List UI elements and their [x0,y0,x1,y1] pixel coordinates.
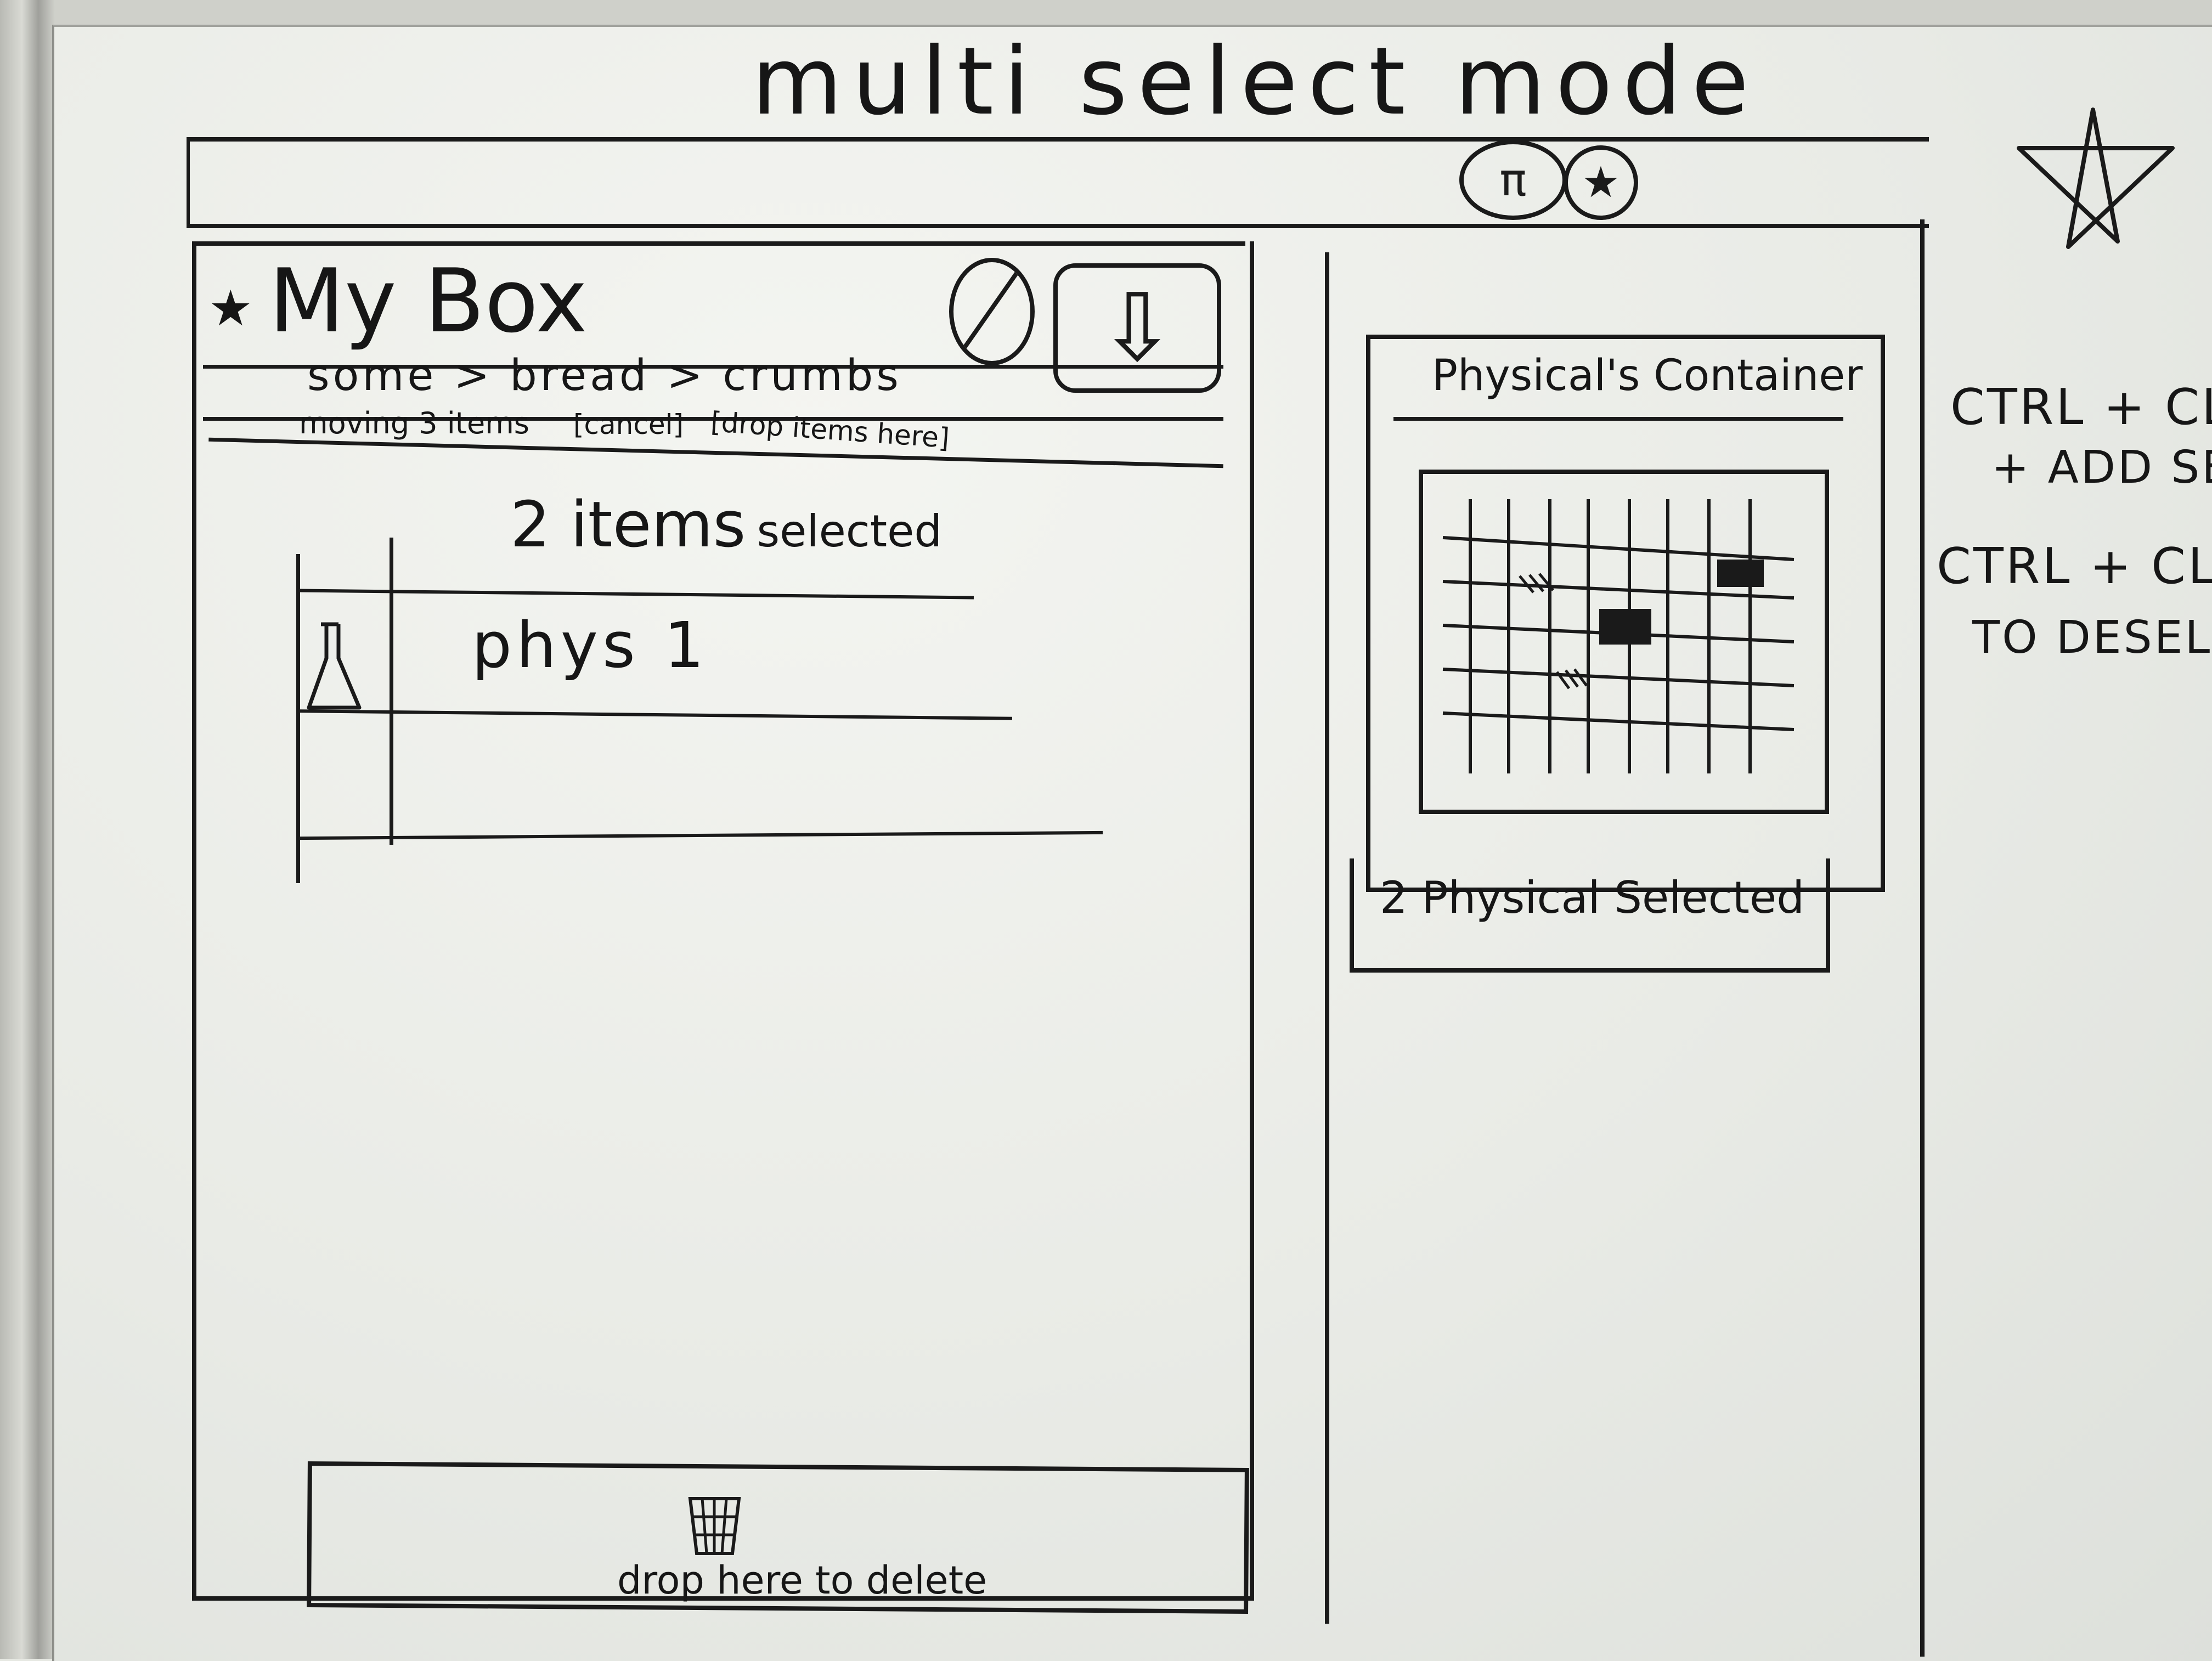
note-line: TO DESELECT [1972,612,2212,664]
selected-count: 2 items [510,488,746,562]
trash-icon [688,1497,741,1555]
note-line: CTRL + CLICK [1937,538,2212,595]
download-button[interactable]: ⇩ [1053,263,1221,393]
box-panel [192,241,1254,1601]
star-button[interactable]: ★ [1564,145,1638,220]
star-icon [2017,108,2175,249]
whiteboard [52,25,2212,1661]
divider [203,365,1223,369]
selected-cell [1599,609,1651,645]
table-column-divider [390,538,393,845]
selection-footer [1350,858,1830,973]
panel-divider [1325,252,1329,1624]
pi-button[interactable]: π [1459,140,1567,220]
hover-cell [1519,573,1554,594]
cancel-move-icon[interactable] [949,258,1035,365]
footer-label: 2 Physical Selected [1380,872,1804,923]
drop-zone-label: drop here to delete [617,1558,988,1603]
cancel-link[interactable]: [cancel] [573,409,684,440]
note-line: + ADD SELECT [1991,442,2212,494]
grid-border [1419,470,1829,814]
flask-icon [307,622,362,710]
app-bar [187,137,1929,228]
container-title: Physical's Container [1432,351,1863,400]
container-grid[interactable] [1410,466,1838,823]
star-icon: ★ [1582,158,1620,207]
pi-icon: π [1499,154,1527,206]
row-label: phys 1 [472,609,709,682]
selected-cell [1717,560,1764,587]
page-title: multi select mode [752,27,1759,136]
divider [203,417,1223,421]
hover-cell [1555,668,1588,690]
box-title: My Box [269,250,588,352]
note-line: CTRL + CLICK [1950,378,2212,436]
box-panel-top-edge [192,241,1245,246]
divider [1393,417,1843,421]
moving-status: moving 3 items [299,406,529,440]
breadcrumb[interactable]: some > bread > crumbs [307,351,902,400]
selection-summary: 2 items selected [510,488,942,562]
window-right-edge [1920,219,1925,1657]
selected-word: selected [757,506,943,557]
favorite-star-icon[interactable]: ★ [208,280,253,337]
container-card [1366,335,1885,892]
download-arrow-icon: ⇩ [1098,274,1177,382]
table-row[interactable]: phys 1 [472,609,709,682]
table-left-edge [296,554,300,883]
